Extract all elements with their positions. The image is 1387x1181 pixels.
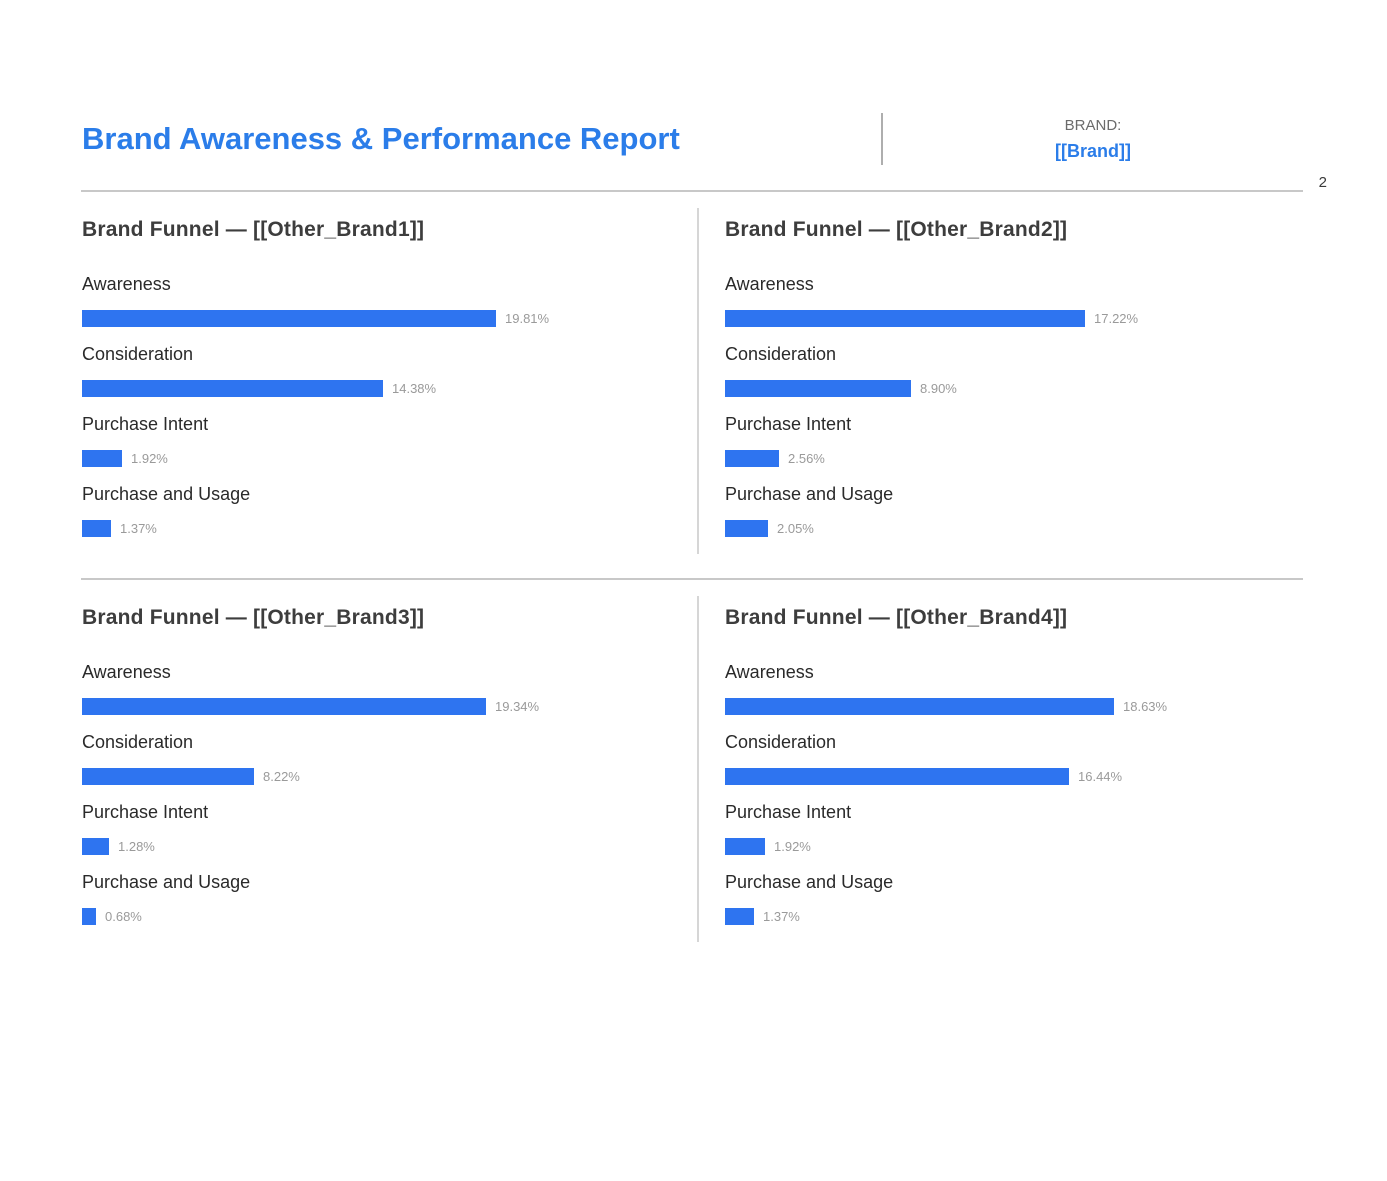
stage-value-label: 14.38% — [392, 381, 437, 396]
funnel-title: Brand Funnel — [[Other_Brand4]] — [725, 606, 1068, 629]
stage-bar — [725, 380, 911, 397]
funnel-title: Brand Funnel — [[Other_Brand1]] — [82, 218, 425, 241]
stage-value-label: 2.05% — [777, 521, 814, 536]
stage-bar-row: 14.38% — [82, 380, 657, 397]
stage-bar-row: 19.81% — [82, 310, 657, 327]
stage-value-label: 1.92% — [131, 451, 168, 466]
funnel-title: Brand Funnel — [[Other_Brand2]] — [725, 218, 1068, 241]
stage-bar — [725, 908, 754, 925]
stage-value-label: 0.68% — [105, 909, 142, 924]
stage-label: Purchase and Usage — [725, 484, 894, 504]
stage-label: Purchase Intent — [82, 802, 209, 822]
stage-bar-row: 17.22% — [725, 310, 1303, 327]
stage-label: Purchase and Usage — [82, 872, 251, 892]
funnel-panel: Brand Funnel — [[Other_Brand4]] Awareness… — [697, 596, 1303, 942]
funnel-panel: Brand Funnel — [[Other_Brand3]] Awareness… — [82, 596, 697, 942]
stage-bar — [82, 310, 496, 327]
stage-bar-row: 19.34% — [82, 698, 657, 715]
page-title: Brand Awareness & Performance Report — [82, 121, 680, 156]
stage-bar — [725, 450, 779, 467]
brand-label: BRAND: — [1064, 116, 1122, 134]
stage-value-label: 1.37% — [120, 521, 157, 536]
stage-bar — [82, 380, 383, 397]
funnel-row: Brand Funnel — [[Other_Brand1]] Awareness… — [0, 192, 1387, 578]
stage-label: Awareness — [725, 662, 814, 682]
stage-label: Purchase and Usage — [82, 484, 251, 504]
page-number: 2 — [1318, 174, 1327, 191]
stage-label: Consideration — [82, 344, 194, 364]
stage-label: Awareness — [82, 274, 171, 294]
stage-label: Purchase Intent — [725, 802, 852, 822]
funnel-panel: Brand Funnel — [[Other_Brand2]] Awareness… — [697, 208, 1303, 554]
header-rule — [81, 190, 1303, 192]
section-rule — [81, 578, 1303, 580]
funnel-row: Brand Funnel — [[Other_Brand3]] Awareness… — [0, 580, 1387, 966]
header-vertical-divider — [881, 113, 883, 165]
stage-value-label: 1.37% — [763, 909, 800, 924]
stage-label: Purchase Intent — [725, 414, 852, 434]
stage-label: Consideration — [725, 344, 837, 364]
funnel-title: Brand Funnel — [[Other_Brand3]] — [82, 606, 425, 629]
stage-bar-row: 8.22% — [82, 768, 657, 785]
stage-bar-row: 2.56% — [725, 450, 1303, 467]
stage-bar-row: 1.28% — [82, 838, 657, 855]
stage-bar-row: 2.05% — [725, 520, 1303, 537]
stage-bar-row: 1.37% — [725, 908, 1303, 925]
stage-bar-row: 1.92% — [725, 838, 1303, 855]
stage-label: Purchase and Usage — [725, 872, 894, 892]
stage-value-label: 8.22% — [263, 769, 300, 784]
stage-bar-row: 8.90% — [725, 380, 1303, 397]
stage-bar — [725, 520, 768, 537]
stage-label: Awareness — [725, 274, 814, 294]
stage-value-label: 2.56% — [788, 451, 825, 466]
stage-label: Awareness — [82, 662, 171, 682]
stage-bar — [725, 698, 1114, 715]
stage-bar — [725, 768, 1069, 785]
stage-bar — [725, 310, 1085, 327]
report-header: Brand Awareness & Performance Report BRA… — [82, 108, 1303, 170]
stage-value-label: 19.34% — [495, 699, 540, 714]
funnel-panel: Brand Funnel — [[Other_Brand1]] Awareness… — [82, 208, 697, 554]
funnel-grid: Brand Funnel — [[Other_Brand1]] Awareness… — [0, 192, 1387, 966]
stage-value-label: 16.44% — [1078, 769, 1123, 784]
stage-value-label: 17.22% — [1094, 311, 1139, 326]
stage-value-label: 18.63% — [1123, 699, 1168, 714]
stage-value-label: 1.28% — [118, 839, 155, 854]
stage-bar-row: 18.63% — [725, 698, 1303, 715]
stage-bar — [725, 838, 765, 855]
stage-bar — [82, 698, 486, 715]
stage-value-label: 1.92% — [774, 839, 811, 854]
brand-value: [[Brand]] — [1055, 140, 1131, 161]
stage-label: Purchase Intent — [82, 414, 209, 434]
stage-label: Consideration — [725, 732, 837, 752]
stage-bar — [82, 908, 96, 925]
stage-bar-row: 16.44% — [725, 768, 1303, 785]
stage-label: Consideration — [82, 732, 194, 752]
stage-bar — [82, 838, 109, 855]
stage-bar — [82, 450, 122, 467]
stage-bar-row: 0.68% — [82, 908, 657, 925]
stage-bar — [82, 768, 254, 785]
stage-value-label: 8.90% — [920, 381, 957, 396]
stage-bar-row: 1.92% — [82, 450, 657, 467]
brand-block: BRAND: [[Brand]] — [883, 117, 1303, 162]
stage-bar — [82, 520, 111, 537]
stage-value-label: 19.81% — [505, 311, 550, 326]
stage-bar-row: 1.37% — [82, 520, 657, 537]
